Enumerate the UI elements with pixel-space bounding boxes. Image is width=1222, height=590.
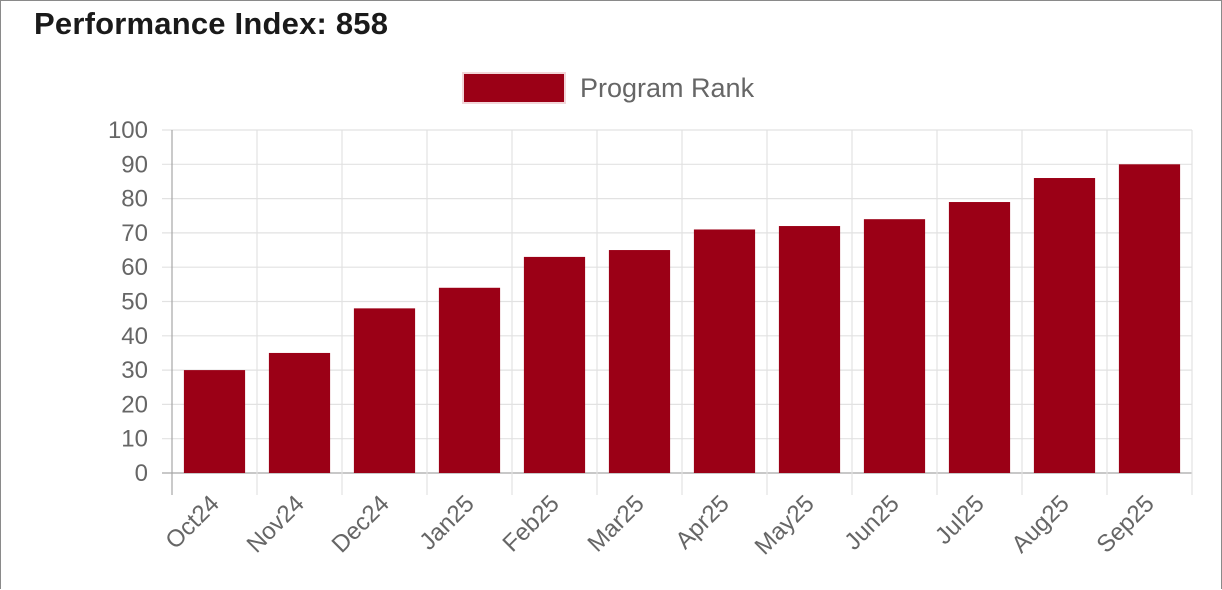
- x-tick-label: Sep25: [1092, 490, 1160, 558]
- legend-label: Program Rank: [580, 73, 755, 103]
- x-tick-label: Oct24: [160, 490, 224, 554]
- bar: [523, 256, 586, 473]
- y-tick-label: 30: [121, 357, 148, 384]
- bar: [863, 219, 926, 473]
- x-tick-label: Mar25: [583, 490, 650, 557]
- bar: [948, 202, 1011, 473]
- x-tick-label: May25: [750, 490, 820, 560]
- bar: [438, 287, 501, 473]
- x-tick-label: Dec24: [327, 490, 395, 558]
- x-tick-label: Jul25: [930, 490, 990, 550]
- x-tick-label: Feb25: [498, 490, 565, 557]
- bar: [1033, 178, 1096, 473]
- x-tick-label: Aug25: [1007, 490, 1075, 558]
- y-tick-label: 40: [121, 323, 148, 350]
- y-tick-label: 10: [121, 426, 148, 453]
- y-tick-label: 90: [121, 151, 148, 178]
- bar: [183, 370, 246, 473]
- bar: [1118, 164, 1181, 474]
- bar: [693, 229, 756, 473]
- x-tick-label: Nov24: [242, 490, 310, 558]
- x-tick-label: Apr25: [670, 490, 734, 554]
- legend-swatch: [462, 72, 566, 104]
- y-tick-label: 20: [121, 391, 148, 418]
- bar: [608, 250, 671, 473]
- y-tick-label: 0: [135, 460, 148, 487]
- x-tick-label: Jun25: [839, 490, 904, 555]
- y-tick-label: 80: [121, 186, 148, 213]
- y-tick-label: 70: [121, 220, 148, 247]
- bar: [778, 226, 841, 473]
- bar: [268, 352, 331, 473]
- bar: [353, 308, 416, 473]
- y-tick-label: 60: [121, 254, 148, 281]
- page-title: Performance Index: 858: [34, 6, 389, 41]
- y-tick-label: 50: [121, 289, 148, 316]
- y-tick-label: 100: [108, 117, 148, 144]
- x-tick-label: Jan25: [414, 490, 479, 555]
